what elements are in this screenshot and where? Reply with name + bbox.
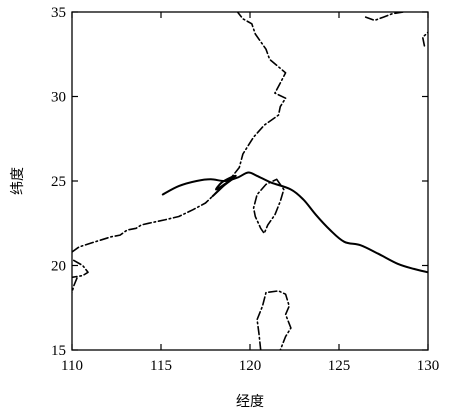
y-tick-label-30: 30 [51, 90, 66, 106]
coastline-layer [72, 12, 428, 350]
coastline-hainan [72, 259, 89, 294]
y-tick-label-35: 35 [51, 5, 66, 21]
x-tick-label-120: 120 [239, 358, 262, 374]
y-tick-label-20: 20 [51, 259, 66, 275]
x-axis-title: 经度 [236, 394, 264, 410]
x-tick-label-125: 125 [328, 358, 351, 374]
typhoon-track [161, 171, 428, 274]
typhoon-track-loop [211, 174, 237, 198]
coastline-luzon [256, 290, 292, 350]
axes: 110 115 120 125 130 15 20 25 30 35 [51, 5, 439, 374]
x-tick-label-130: 130 [417, 358, 440, 374]
coastline-mainland [72, 12, 287, 253]
x-tick-label-110: 110 [61, 358, 83, 374]
plot-frame [71, 11, 429, 351]
x-tick-label-115: 115 [150, 358, 172, 374]
coastline-japan [421, 31, 428, 47]
y-tick-label-15: 15 [51, 343, 66, 359]
coastline-korea [364, 12, 404, 22]
coastline-taiwan [252, 178, 285, 235]
y-axis-title: 纬度 [10, 167, 26, 195]
y-tick-label-25: 25 [51, 174, 66, 190]
typhoon-track-layer [161, 171, 428, 274]
